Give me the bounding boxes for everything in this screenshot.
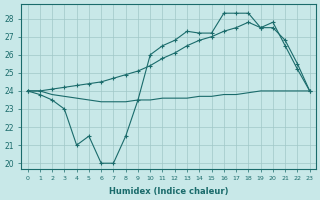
X-axis label: Humidex (Indice chaleur): Humidex (Indice chaleur) [109, 187, 228, 196]
